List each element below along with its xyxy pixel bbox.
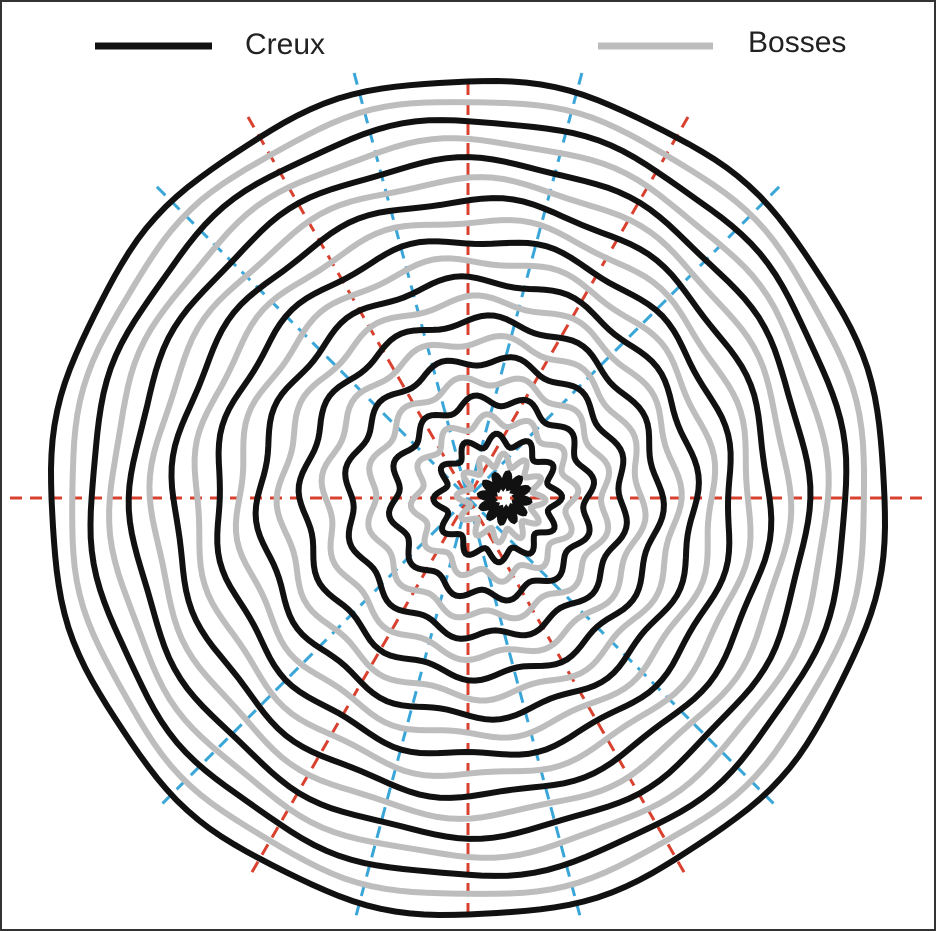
ring-bosse bbox=[232, 255, 719, 741]
ring-bosse bbox=[106, 135, 832, 861]
legend-label: Creux bbox=[245, 28, 325, 61]
legend-label: Bosses bbox=[748, 26, 846, 59]
rings bbox=[47, 77, 889, 919]
ring-bosse bbox=[146, 174, 795, 822]
ring-creux bbox=[430, 430, 565, 566]
radial-line bbox=[352, 72, 584, 924]
ring-creux bbox=[214, 238, 734, 758]
ring-bosse bbox=[365, 374, 613, 622]
radial-line bbox=[352, 72, 584, 924]
ring-creux bbox=[295, 312, 667, 684]
radial-line bbox=[155, 185, 781, 811]
ring-creux bbox=[342, 354, 630, 642]
ring-creux bbox=[87, 117, 850, 879]
ring-bosse bbox=[318, 332, 649, 664]
ring-creux bbox=[252, 273, 702, 723]
ring-creux bbox=[168, 195, 775, 801]
ring-creux bbox=[476, 470, 533, 526]
ring-bosse bbox=[407, 411, 582, 585]
ring-bosse bbox=[453, 450, 549, 546]
ring-bosse bbox=[273, 292, 685, 704]
ring-creux bbox=[125, 154, 814, 842]
radial-line bbox=[246, 116, 690, 880]
ring-bosse bbox=[191, 217, 754, 779]
ring-bosse bbox=[69, 99, 867, 897]
ring-creux bbox=[47, 77, 889, 919]
ring-creux bbox=[385, 392, 598, 604]
